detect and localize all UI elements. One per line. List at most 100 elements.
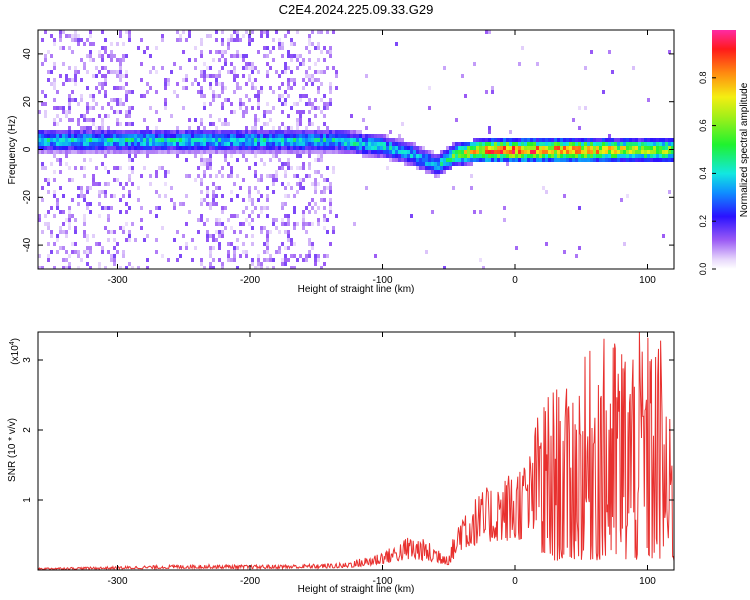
heatmap-cell xyxy=(272,266,275,269)
heatmap-cell xyxy=(353,130,356,134)
heatmap-cell xyxy=(221,106,224,110)
heatmap-cell xyxy=(242,138,245,142)
heatmap-cell xyxy=(122,226,125,230)
heatmap-cell xyxy=(47,142,50,146)
heatmap-cell xyxy=(416,158,419,162)
heatmap-cell xyxy=(245,82,248,86)
heatmap-cell xyxy=(458,142,461,146)
heatmap-cell xyxy=(194,118,197,122)
heatmap-cell xyxy=(263,150,266,154)
heatmap-cell xyxy=(233,134,236,138)
heatmap-cell xyxy=(599,142,602,146)
heatmap-cell xyxy=(650,146,653,150)
heatmap-cell xyxy=(419,166,422,170)
heatmap-cell xyxy=(308,150,311,154)
heatmap-cell xyxy=(218,234,221,238)
heatmap-cell xyxy=(128,158,131,162)
heatmap-cell xyxy=(464,150,467,154)
heatmap-cell xyxy=(323,122,326,126)
heatmap-cell xyxy=(161,166,164,170)
heatmap-cell xyxy=(263,250,266,254)
heatmap-cell xyxy=(584,138,587,142)
heatmap-cell xyxy=(308,58,311,62)
heatmap-cell xyxy=(98,190,101,194)
heatmap-cell xyxy=(191,146,194,150)
heatmap-cell xyxy=(86,134,89,138)
heatmap-cell xyxy=(224,122,227,126)
heatmap-cell xyxy=(161,130,164,134)
heatmap-cell xyxy=(503,150,506,154)
heatmap-cell xyxy=(578,158,581,162)
heatmap-cell xyxy=(92,74,95,78)
heatmap-cell xyxy=(404,154,407,158)
heatmap-cell xyxy=(482,142,485,146)
heatmap-cell xyxy=(368,134,371,138)
heatmap-cell xyxy=(104,206,107,210)
heatmap-cell xyxy=(587,142,590,146)
heatmap-cell xyxy=(44,54,47,58)
heatmap-cell xyxy=(38,266,41,269)
heatmap-cell xyxy=(584,146,587,150)
heatmap-cell xyxy=(179,66,182,70)
heatmap-cell xyxy=(464,142,467,146)
heatmap-cell xyxy=(314,46,317,50)
heatmap-cell xyxy=(233,146,236,150)
heatmap-cell xyxy=(437,154,440,158)
heatmap-cell xyxy=(236,238,239,242)
heatmap-cell xyxy=(623,142,626,146)
heatmap-cell xyxy=(611,142,614,146)
heatmap-cell xyxy=(539,154,542,158)
colorbar-label: Normalized spectral amplitude xyxy=(739,82,750,217)
heatmap-cell xyxy=(287,138,290,142)
heatmap-cell xyxy=(179,38,182,42)
heatmap-cell xyxy=(323,262,326,266)
heatmap-cell xyxy=(116,58,119,62)
heatmap-cell xyxy=(110,138,113,142)
heatmap-cell xyxy=(215,130,218,134)
heatmap-cell xyxy=(62,194,65,198)
heatmap-cell xyxy=(422,162,425,166)
heatmap-cell xyxy=(104,182,107,186)
heatmap-cell xyxy=(227,98,230,102)
heatmap-cell xyxy=(389,130,392,134)
heatmap-cell xyxy=(605,142,608,146)
heatmap-cell xyxy=(326,142,329,146)
colorbar-tick-label: 0.8 xyxy=(698,72,708,85)
heatmap-cell xyxy=(485,158,488,162)
heatmap-cell xyxy=(221,122,224,126)
heatmap-cell xyxy=(242,110,245,114)
heatmap-cell xyxy=(632,154,635,158)
heatmap-cell xyxy=(323,102,326,106)
heatmap-cell xyxy=(335,146,338,150)
heatmap-cell xyxy=(278,138,281,142)
heatmap-cell xyxy=(305,134,308,138)
heatmap-cell xyxy=(308,66,311,70)
heatmap-cell xyxy=(50,206,53,210)
heatmap-cell xyxy=(230,134,233,138)
heatmap-cell xyxy=(419,146,422,150)
heatmap-cell xyxy=(497,154,500,158)
heatmap-cell xyxy=(317,218,320,222)
heatmap-cell xyxy=(329,46,332,50)
heatmap-cell xyxy=(470,162,473,166)
heatmap-cell xyxy=(251,30,254,34)
heatmap-cell xyxy=(83,130,86,134)
heatmap-cell xyxy=(629,138,632,142)
heatmap-cell xyxy=(620,146,623,150)
heatmap-cell xyxy=(341,146,344,150)
heatmap-cell xyxy=(197,142,200,146)
heatmap-cell xyxy=(290,146,293,150)
heatmap-cell xyxy=(449,150,452,154)
heatmap-cell xyxy=(224,98,227,102)
heatmap-cell xyxy=(407,146,410,150)
heatmap-cell xyxy=(272,126,275,130)
heatmap-cell xyxy=(623,154,626,158)
heatmap-cell xyxy=(653,158,656,162)
heatmap-cell xyxy=(308,254,311,258)
heatmap-cell xyxy=(113,54,116,58)
heatmap-cell xyxy=(371,154,374,158)
heatmap-cell xyxy=(146,154,149,158)
heatmap-cell xyxy=(236,74,239,78)
heatmap-cell xyxy=(290,78,293,82)
heatmap-cell xyxy=(401,142,404,146)
